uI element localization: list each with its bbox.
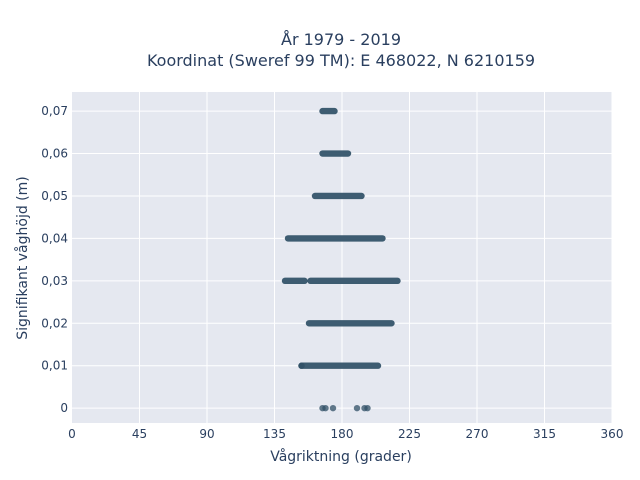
y-tick-labels: 0 0,01 0,02 0,03 0,04 0,05 0,06 0,07 [41,104,68,415]
data-point [353,404,361,412]
x-tick-label: 135 [263,427,286,441]
data-point [364,404,371,412]
y-tick-label: 0,06 [41,147,68,161]
y-tick-label: 0,02 [41,316,68,330]
y-tick-label: 0,04 [41,231,68,245]
x-axis-title: Vågriktning (grader) [270,448,412,465]
x-tick-label: 225 [398,427,421,441]
data-point [298,362,305,369]
x-tick-label: 45 [132,427,147,441]
x-tick-label: 270 [466,427,489,441]
chart-title-line1: År 1979 - 2019 [281,30,401,49]
data-point [329,404,337,412]
y-tick-label: 0,07 [41,104,68,118]
y-tick-label: 0,01 [41,359,68,373]
chart-title-line2: Koordinat (Sweref 99 TM): E 468022, N 62… [147,51,535,70]
x-tick-label: 180 [331,427,354,441]
data-points [281,107,401,412]
x-tick-label: 90 [199,427,214,441]
x-tick-label: 0 [68,427,76,441]
y-tick-label: 0,03 [41,274,68,288]
x-tick-labels: 0 45 90 135 180 225 270 315 360 [68,427,623,441]
x-tick-label: 360 [601,427,624,441]
y-tick-label: 0 [60,401,68,415]
y-axis-title: Signifikant våghöjd (m) [14,176,31,339]
x-tick-label: 315 [533,427,556,441]
y-tick-label: 0,05 [41,189,68,203]
data-point [322,404,329,412]
